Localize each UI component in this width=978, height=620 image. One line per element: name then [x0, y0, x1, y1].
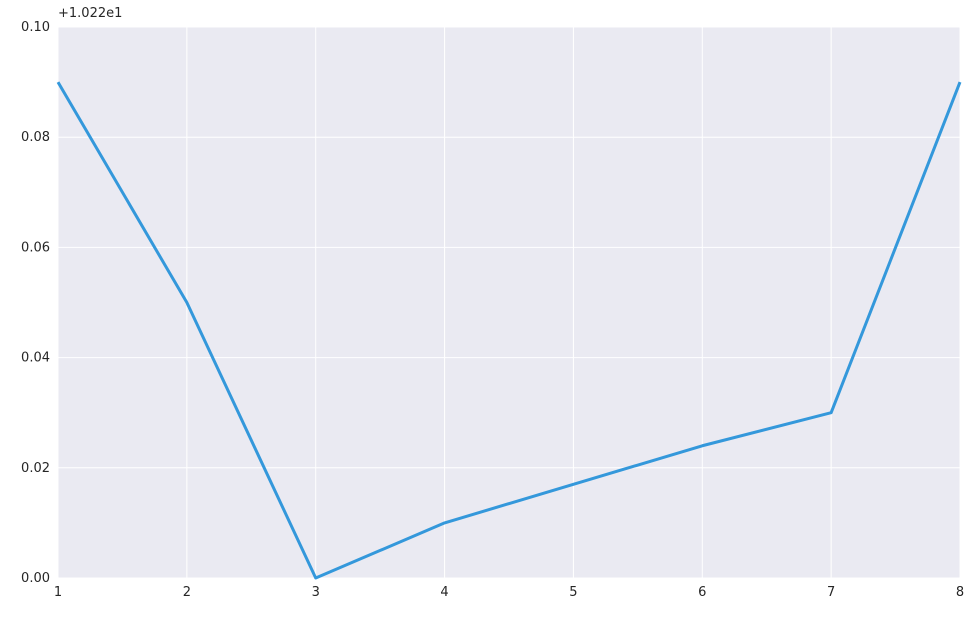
chart-svg: 1 2 3 4 5 6 7 8 0.00 0.02 0.04 0.06 0.08 0.10 +1.022e1 [0, 0, 978, 620]
x-tick-label: 4 [440, 585, 448, 600]
y-axis-offset-label: +1.022e1 [58, 6, 122, 21]
y-tick-label: 0.04 [21, 351, 50, 366]
x-tick-label: 8 [956, 585, 964, 600]
y-tick-label: 0.00 [21, 571, 50, 586]
x-tick-label: 2 [183, 585, 191, 600]
line-chart: 1 2 3 4 5 6 7 8 0.00 0.02 0.04 0.06 0.08 0.10 +1.022e1 [0, 0, 978, 620]
x-tick-label: 6 [698, 585, 706, 600]
x-tick-label: 3 [312, 585, 320, 600]
y-tick-label: 0.06 [21, 240, 50, 255]
x-tick-label: 5 [569, 585, 577, 600]
x-tick-label: 7 [827, 585, 835, 600]
y-tick-label: 0.08 [21, 130, 50, 145]
y-tick-label: 0.10 [21, 20, 50, 35]
plot-background [58, 27, 960, 578]
y-tick-label: 0.02 [21, 461, 50, 476]
x-tick-label: 1 [54, 585, 62, 600]
